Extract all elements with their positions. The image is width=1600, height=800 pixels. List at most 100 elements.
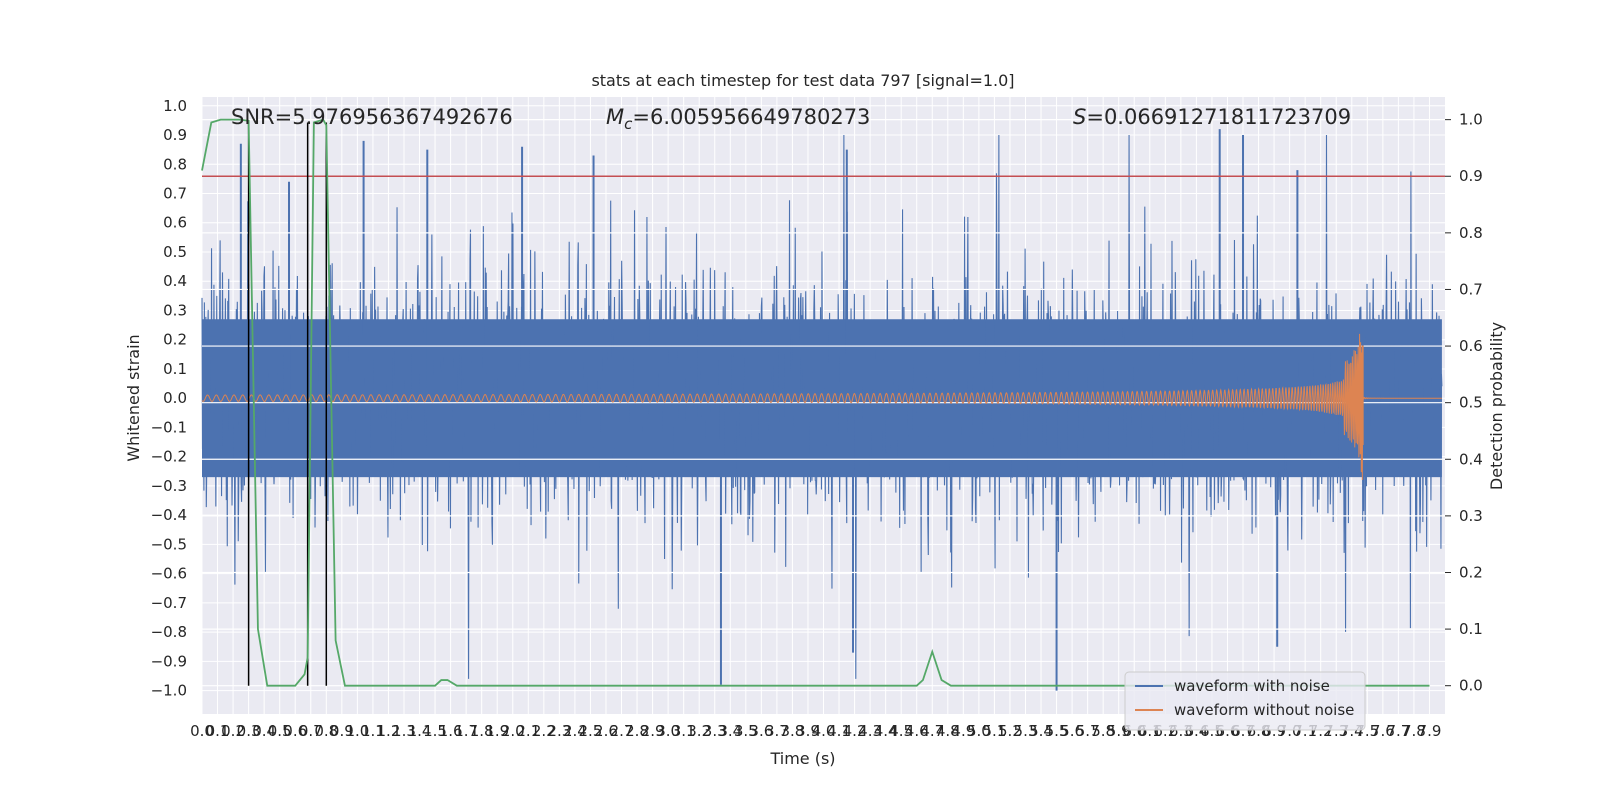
x-tick-label: 4.1 xyxy=(827,722,851,740)
x-tick-label: 5.4 xyxy=(1029,722,1053,740)
x-tick-label: 7.9 xyxy=(1418,722,1442,740)
x-tick-label: 2.1 xyxy=(516,722,540,740)
x-tick-label: 7.8 xyxy=(1402,722,1426,740)
x-tick-label: 4.3 xyxy=(858,722,882,740)
x-tick-label: 4.0 xyxy=(812,722,836,740)
x-tick-label: 1.1 xyxy=(361,722,385,740)
y-right-tick-label: 0.6 xyxy=(1459,337,1483,355)
x-tick-label: 3.4 xyxy=(718,722,742,740)
x-tick-label: 0.9 xyxy=(330,722,354,740)
x-tick-label: 5.8 xyxy=(1091,722,1115,740)
y-right-tick-label: 0.3 xyxy=(1459,507,1483,525)
x-tick-label: 4.9 xyxy=(951,722,975,740)
y-right-tick-label: 0.4 xyxy=(1459,450,1483,468)
y-left-tick-label: −0.1 xyxy=(151,418,187,436)
x-tick-label: 0.5 xyxy=(268,722,292,740)
x-tick-label: 0.0 xyxy=(190,722,214,740)
x-tick-label: 3.7 xyxy=(765,722,789,740)
y-right-tick-label: 0.5 xyxy=(1459,394,1483,412)
y-left-tick-label: 0.0 xyxy=(163,389,187,407)
x-tick-label: 1.5 xyxy=(423,722,447,740)
x-tick-label: 3.9 xyxy=(796,722,820,740)
x-tick-label: 0.3 xyxy=(237,722,261,740)
x-tick-label: 1.4 xyxy=(408,722,432,740)
x-tick-label: 2.2 xyxy=(532,722,556,740)
y-axis-left-label: Whitened strain xyxy=(124,334,143,461)
y-left-tick-label: 0.4 xyxy=(163,272,187,290)
s-annotation: S=0.06691271811723709 xyxy=(1073,105,1351,129)
y-left-tick-label: −0.7 xyxy=(151,594,187,612)
x-tick-label: 1.6 xyxy=(439,722,463,740)
x-tick-label: 1.8 xyxy=(470,722,494,740)
series-detection-probability xyxy=(201,118,1430,687)
y-right-tick-label: 0.9 xyxy=(1459,167,1483,185)
y-left-tick-label: 0.8 xyxy=(163,155,187,173)
snr-annotation: SNR=5.976956367492676 xyxy=(231,105,513,129)
x-tick-label: 4.8 xyxy=(936,722,960,740)
x-tick-label: 2.8 xyxy=(625,722,649,740)
x-tick-label: 7.7 xyxy=(1386,722,1410,740)
y-left-tick-label: 1.0 xyxy=(163,97,187,115)
x-tick-label: 2.7 xyxy=(610,722,634,740)
y-left-tick-label: −0.2 xyxy=(151,448,187,466)
x-tick-label: 1.7 xyxy=(454,722,478,740)
x-tick-label: 4.4 xyxy=(874,722,898,740)
y-left-tick-label: −0.9 xyxy=(151,652,187,670)
x-tick-label: 1.3 xyxy=(392,722,416,740)
x-tick-label: 1.0 xyxy=(345,722,369,740)
x-tick-label: 1.9 xyxy=(485,722,509,740)
x-tick-label: 0.2 xyxy=(221,722,245,740)
series-waveform-without-noise xyxy=(201,333,1442,481)
x-tick-label: 5.1 xyxy=(982,722,1006,740)
legend-box xyxy=(1124,671,1366,731)
x-tick-label: 0.8 xyxy=(314,722,338,740)
y-left-tick-label: −0.6 xyxy=(151,565,187,583)
x-tick-label: 3.5 xyxy=(734,722,758,740)
x-tick-label: 5.7 xyxy=(1076,722,1100,740)
x-axis-label: Time (s) xyxy=(769,749,835,768)
x-tick-label: 7.6 xyxy=(1371,722,1395,740)
x-tick-label: 2.0 xyxy=(501,722,525,740)
x-tick-label: 2.6 xyxy=(594,722,618,740)
x-tick-label: 0.4 xyxy=(252,722,276,740)
x-tick-label: 0.7 xyxy=(299,722,323,740)
y-left-tick-label: 0.7 xyxy=(163,184,187,202)
noise-trace xyxy=(201,135,1443,679)
x-tick-label: 3.0 xyxy=(656,722,680,740)
x-tick-label: 3.6 xyxy=(749,722,773,740)
y-left-tick-label: 0.5 xyxy=(163,243,187,261)
x-tick-label: 0.6 xyxy=(283,722,307,740)
x-tick-label: 4.5 xyxy=(889,722,913,740)
clean-trace xyxy=(201,333,1442,481)
legend-label-noise: waveform with noise xyxy=(1174,677,1330,695)
y-right-tick-label: 0.0 xyxy=(1459,677,1483,695)
x-tick-label: 4.2 xyxy=(843,722,867,740)
chirp-mass-value: =6.005956649780273 xyxy=(632,105,870,129)
y-right-tick-label: 0.8 xyxy=(1459,224,1483,242)
prob-trace xyxy=(201,118,1430,687)
x-tick-label: 5.5 xyxy=(1045,722,1069,740)
x-tick-label: 5.0 xyxy=(967,722,991,740)
y-left-tick-label: 0.3 xyxy=(163,301,187,319)
y-left-tick-label: 0.1 xyxy=(163,360,187,378)
y-left-tick-label: 0.9 xyxy=(163,126,187,144)
x-tick-label: 5.3 xyxy=(1014,722,1038,740)
x-tick-label: 2.9 xyxy=(641,722,665,740)
chirp-mass-annotation: Mc=6.005956649780273 xyxy=(606,105,870,133)
x-tick-label: 3.1 xyxy=(672,722,696,740)
y-right-tick-label: 0.1 xyxy=(1459,620,1483,638)
x-tick-label: 2.4 xyxy=(563,722,587,740)
x-tick-label: 0.1 xyxy=(206,722,230,740)
y-left-tick-label: −0.4 xyxy=(151,506,187,524)
y-left-tick-label: −0.5 xyxy=(151,535,187,553)
y-left-tick-label: 0.6 xyxy=(163,214,187,232)
y-left-tick-label: −0.3 xyxy=(151,477,187,495)
chirp-mass-symbol: M xyxy=(606,105,624,129)
x-tick-label: 2.5 xyxy=(579,722,603,740)
s-symbol: S xyxy=(1073,105,1086,129)
x-tick-label: 4.6 xyxy=(905,722,929,740)
y-left-tick-label: −1.0 xyxy=(151,682,187,700)
y-left-tick-label: −0.8 xyxy=(151,623,187,641)
y-left-tick-labels: 1.0 0.9 0.8 0.7 0.6 0.5 0.4 0.3 0.2 0.1 0.0 −0.1 −0.… xyxy=(151,97,187,700)
